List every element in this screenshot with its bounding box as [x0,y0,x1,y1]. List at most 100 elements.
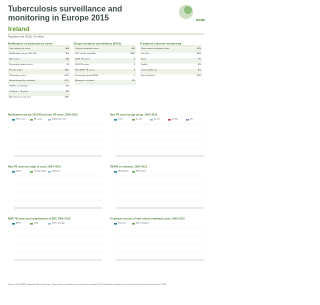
legend-swatch [30,119,33,121]
legend-label: 25–44 [154,119,160,121]
chart-title: MDR TB cases and completeness of DST, 20… [8,218,71,221]
chart-title: Treatment success of new culture-confirm… [110,218,185,221]
row-label: Lost to follow-up [141,68,158,71]
row-value: 25 [67,64,70,66]
legend-swatch [48,171,51,173]
legend-label: Foreign origin [34,171,46,173]
row-label: Bacteriologically confirmed [9,79,36,82]
row-value: 0% [198,64,201,66]
legend-swatch [132,223,135,225]
row-value: 61% [65,75,69,77]
legend-label: XDR [34,223,39,225]
footnote: Source: ECDC/WHO Regional Office for Eur… [8,283,167,286]
row-label: Rifampicin resistant [75,79,94,82]
page: ecdc Tuberculosis surveillance and monit… [8,4,206,286]
legend-swatch [30,171,33,173]
row-label: New cases [9,59,21,61]
row-label: Failed [141,64,148,66]
row-value: 4% [66,86,69,88]
row-value: 45% [65,69,69,71]
legend-swatch [186,119,189,121]
title: Tuberculosis surveillance and [8,5,122,14]
legend-swatch [132,119,135,121]
legend-label: HIV positive [118,170,130,173]
row-label: XDR TB cases [75,64,90,66]
legend-label: Not evaluated [136,222,148,225]
legend-label: All cases [34,118,42,121]
legend-swatch [48,223,51,225]
row-value: 3 [134,69,136,71]
section-title: Notification of tuberculosis cases [8,41,53,45]
row-label: Age 65 years and over [9,95,31,98]
row-label: Children < 15 years [9,90,29,93]
row-band [8,79,70,86]
legend-label: Native [16,170,23,173]
logo-mark [179,5,193,19]
legend-swatch [114,223,117,225]
legend-swatch [132,171,135,173]
legend-swatch [168,119,171,121]
row-label: New culture-confirmed cases [141,47,170,50]
row-value: 2% [132,80,135,82]
row-band [140,47,202,53]
title: monitoring in Europe 2015 [8,14,109,23]
row-value: 98% [131,53,135,55]
legend-swatch [12,119,15,121]
legend-swatch [114,119,117,121]
row-label: Total number of cases [9,47,31,50]
row-value: 0 [134,64,136,66]
row-value: 336 [65,59,69,61]
row-band [140,69,202,75]
row-band [74,69,136,75]
legend-label: Success [118,223,126,225]
document: ecdc Tuberculosis surveillance and monit… [8,4,206,286]
row-value: 46% [197,53,201,55]
row-band [140,58,202,64]
row-band [8,69,70,75]
row-band [74,47,136,53]
row-value: 18% [65,96,69,98]
country: Ireland [8,26,29,33]
legend-swatch [150,119,153,121]
row-label: Previously treated MDR [75,74,99,77]
legend-label: 15–24 [136,119,142,121]
logo: ecdc [196,17,206,22]
legend-swatch [12,223,15,225]
chart-title: TB/HIV co-infection, 2004–2013 [110,166,148,169]
row-label: Died [141,59,146,61]
row-label: Previously treated cases [9,63,34,66]
row-value: 42% [197,75,201,77]
row-value: 4 [134,59,136,61]
legend-label: Notification rate [52,118,67,121]
row-band [8,47,70,53]
chart-title: New TB cases by age group, 2004–2013 [110,114,158,117]
legend-label: HIV tested [136,170,145,173]
section-title: Treatment outcome monitoring [140,41,181,45]
row-value: 4% [66,91,69,93]
content: Notification of tuberculosis cases Total … [8,41,204,261]
row-value: 67% [65,80,69,82]
legend-label: 45–64 [172,119,178,121]
row-label: Foreign origin [9,68,23,71]
section-title: Drug resistance surveillance (2013) [74,41,121,45]
legend-label: New cases [16,119,26,121]
row-label: Not evaluated [141,74,155,77]
row-label: MDR TB cases [75,59,91,61]
legend-swatch [12,171,15,173]
row-label: TB/HIV co-infection [9,85,29,88]
chart-title: Notification rate per 100 000 and new TB… [8,114,78,117]
chart-title: New TB cases by origin of cases, 2004–20… [8,166,61,169]
row-value: 8.0 [66,53,70,55]
legend-label: DST coverage [52,223,66,225]
row-label: New MDR TB cases [75,69,96,71]
legend-label: Unknown [52,171,60,173]
legend-label: MDR [16,223,21,225]
row-value: 1 [134,75,136,77]
row-label: Culture-confirmed cases [75,47,100,50]
row-band [8,90,70,96]
row-value: 7% [198,59,201,61]
row-band [74,79,136,86]
row-value: 42% [197,48,201,50]
row-value: 240 [131,48,135,50]
row-label: Pulmonary cases [9,74,27,77]
